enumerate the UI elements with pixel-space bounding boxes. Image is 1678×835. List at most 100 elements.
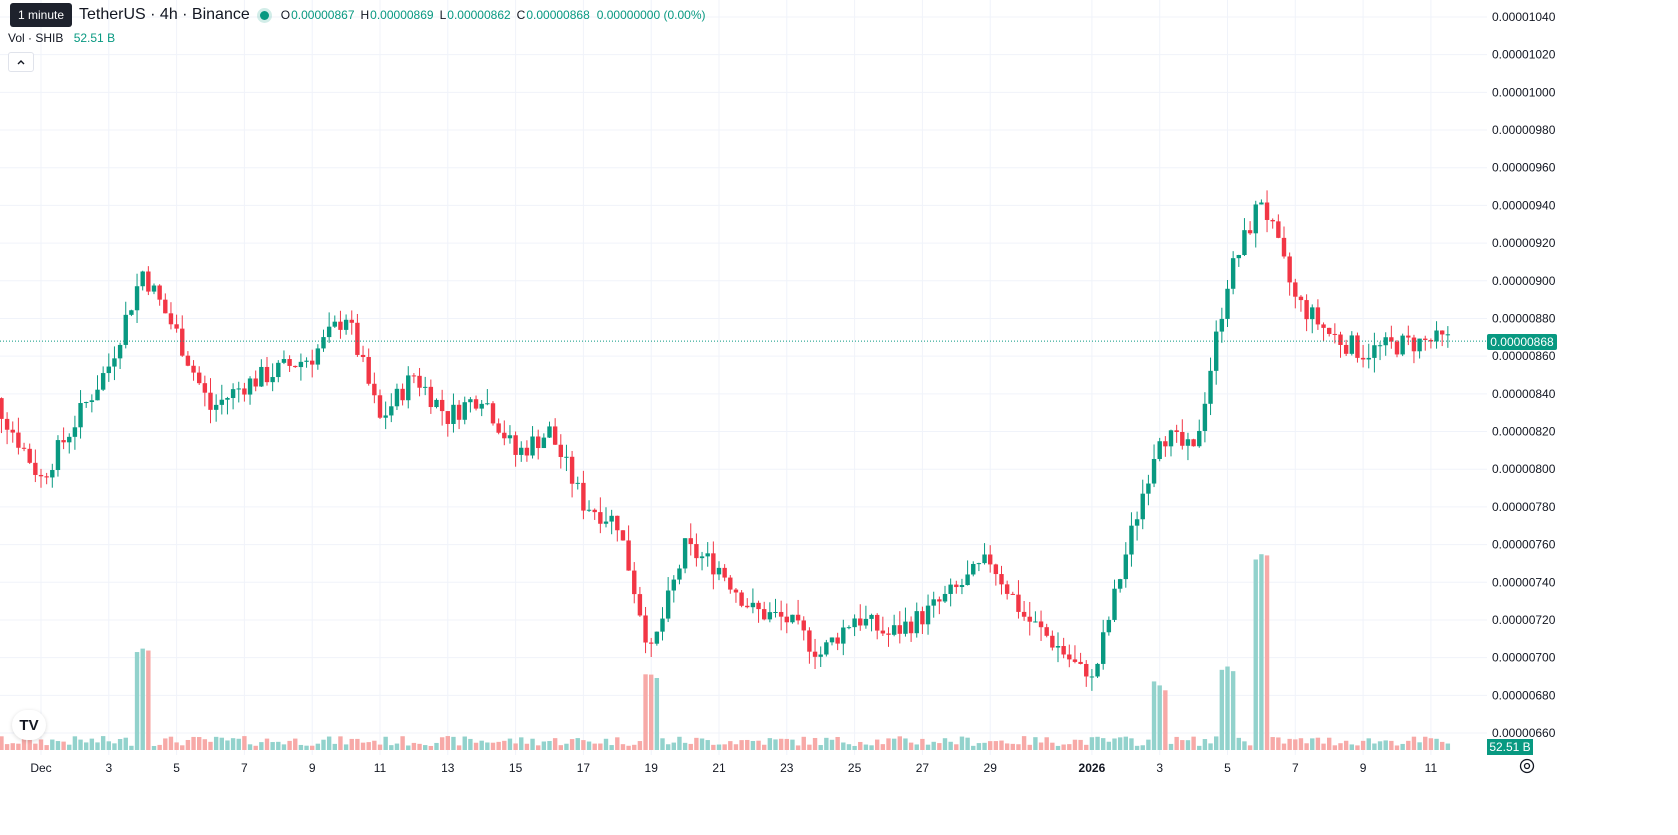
time-tick-label: 3 [1156,761,1163,775]
volume-bar [1377,741,1383,750]
candle-down [1281,237,1287,257]
ohlc-low: L0.00000862 [439,8,511,22]
candle-up [931,599,936,606]
volume-label[interactable]: Vol · SHIB [8,31,64,45]
volume-bar [767,738,773,750]
candle-down [711,553,716,575]
candle-up [1236,254,1241,259]
volume-bar [920,738,925,750]
candle-up [971,563,976,575]
gear-icon[interactable] [1518,757,1536,775]
volume-bar [185,739,191,750]
volume-bar [146,650,151,750]
volume-bar [462,736,467,750]
candle-up [547,426,552,438]
volume-bar [0,736,4,750]
volume-bar [434,742,439,750]
market-status-icon [259,10,269,20]
candle-down [310,360,315,365]
candle-down [954,584,959,588]
logo-text: TV [19,716,39,734]
candle-down [1270,219,1275,222]
last-volume-badge: 52.51 B [1487,739,1533,755]
volume-bar [812,737,818,750]
volume-bar [1010,743,1015,750]
candle-up [123,314,128,345]
price-tick-label: 0.00000840 [1492,387,1556,401]
volume-bar [1129,738,1134,750]
candlesticks [0,190,1451,691]
candle-down [722,567,727,578]
candle-up [773,611,778,613]
time-axis[interactable]: Dec 3 5 7 9 11 13 15 17 19 21 23 25 27 29 2026 3 5 7 9 11 [30,761,1437,775]
volume-bar [383,736,388,750]
volume-bar [795,745,801,750]
volume-bar [507,738,513,750]
candle-down [1264,202,1270,220]
volume-bar [632,744,637,750]
volume-bar [745,739,750,750]
volume-bar [293,738,298,750]
volume-bar [287,740,292,750]
candle-up [1185,439,1191,446]
volume-bar [569,739,575,750]
candle-down [191,365,196,373]
candle-up [230,389,236,399]
volume-bar [100,736,106,750]
candle-down [439,399,445,412]
volume-bar [925,744,931,750]
volume-bar [281,744,287,750]
volume-bar [1044,737,1049,750]
volume-bar [78,739,83,750]
volume-bar [1264,555,1270,750]
candle-down [473,399,479,409]
candle-up [134,286,140,311]
time-tick-label: 2026 [1079,761,1106,775]
volume-bar [1202,739,1208,750]
candle-down [349,319,354,323]
candle-down [242,388,247,395]
price-tick-label: 0.00000860 [1492,349,1556,363]
volume-bar [999,740,1004,750]
volume-bar [778,738,784,750]
candle-up [925,605,931,625]
time-tick-label: 19 [645,761,659,775]
volume-bar [784,738,789,750]
collapse-legend-button[interactable] [8,52,34,72]
candle-up [824,642,829,655]
candle-up [1101,632,1106,664]
volume-bar [1236,737,1241,750]
candle-down [21,447,27,449]
candle-up [948,584,953,594]
volume-bar [38,739,44,750]
volume-bar [750,740,756,750]
candle-down [502,432,507,439]
candle-up [976,563,982,565]
volume-bar [230,738,236,750]
time-tick-label: 23 [780,761,794,775]
volume-bar [1140,745,1145,750]
symbol-title[interactable]: TetherUS · 4h · Binance [79,6,250,23]
volume-bar [321,739,326,750]
price-axis[interactable]: 0.00001040 0.00001020 0.00001000 0.00000980… [1492,10,1556,740]
volume-bar [411,742,417,750]
candle-down [355,322,360,355]
candle-down [490,403,496,424]
volume-bar [1067,744,1072,750]
volume-bar [1259,554,1264,750]
volume-bar [123,737,128,750]
candle-up [1033,621,1038,623]
volume-bar [790,739,795,750]
volume-bar [1123,736,1128,750]
volume-bar [1360,740,1366,750]
candle-down [762,609,767,620]
volume-bar [50,739,55,750]
candle-up [1208,370,1213,404]
candle-up [95,389,100,401]
candle-up [846,627,852,629]
volume-bar [524,743,530,750]
tradingview-logo-icon[interactable]: TV [12,710,46,740]
candle-up [1202,403,1208,431]
candle-down [1315,307,1321,325]
